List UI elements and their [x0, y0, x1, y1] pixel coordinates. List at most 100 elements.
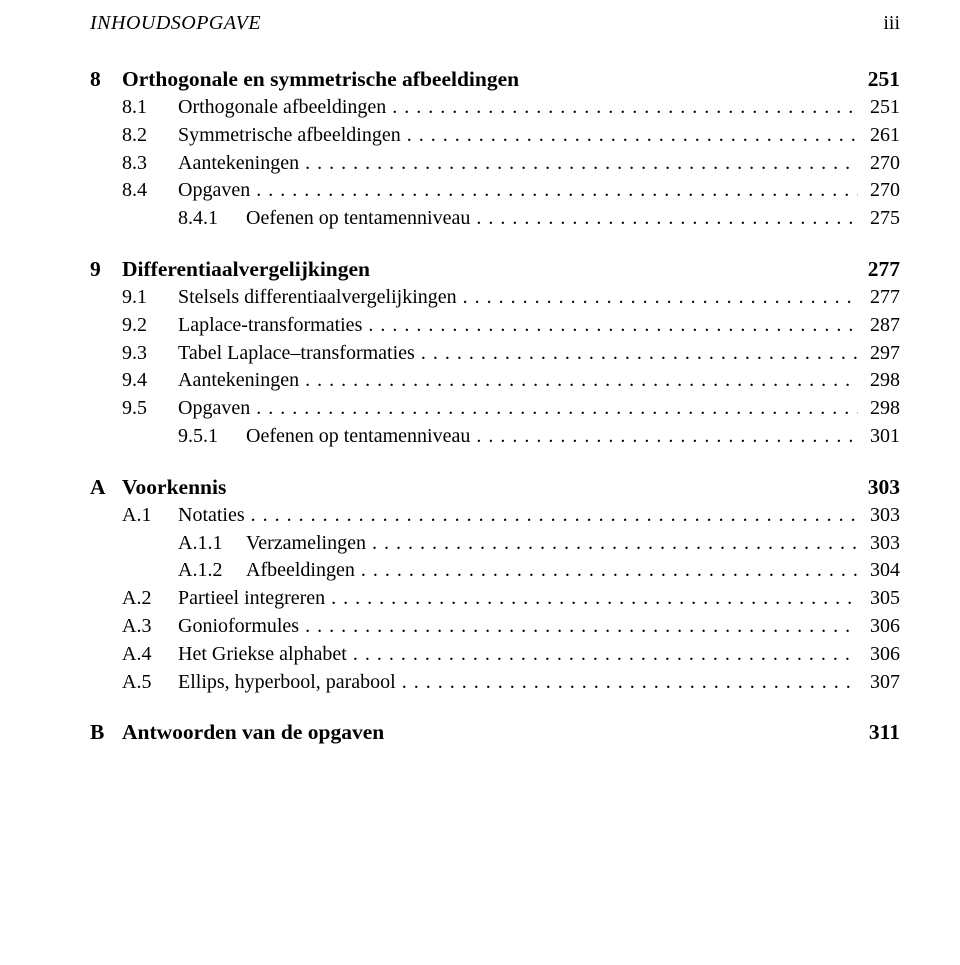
toc-leader-dots	[362, 312, 858, 340]
toc-entry-page: 301	[858, 423, 900, 451]
toc-entry-label: Afbeeldingen	[246, 557, 355, 585]
toc-section: A.2Partieel integreren305	[90, 585, 900, 613]
toc-entry-number: 9.1	[122, 284, 178, 312]
toc-entry-label: Aantekeningen	[178, 367, 299, 395]
toc-entry-page: 297	[858, 340, 900, 368]
toc-entry-label: Opgaven	[178, 395, 250, 423]
toc-entry-label: Symmetrische afbeeldingen	[178, 122, 401, 150]
toc-section: A.1Notaties 303	[90, 502, 900, 530]
toc-entry-page: 303	[858, 502, 900, 530]
toc-entry-number: A.3	[122, 613, 178, 641]
toc-page: INHOUDSOPGAVE iii 8Orthogonale en symmet…	[0, 0, 960, 767]
toc-entry-label: Opgaven	[178, 177, 250, 205]
toc-entry-label: Orthogonale afbeeldingen	[178, 94, 386, 122]
toc-leader-dots	[325, 585, 858, 613]
toc-chapter-label: Antwoorden van de opgaven	[122, 720, 384, 745]
toc-entry-number: 9.4	[122, 367, 178, 395]
toc-entry-number: A.2	[122, 585, 178, 613]
toc-leader-dots	[355, 557, 858, 585]
toc-entry-label: Notaties	[178, 502, 245, 530]
toc-chapter-left: AVoorkennis	[90, 475, 226, 500]
toc-section: 9.4Aantekeningen 298	[90, 367, 900, 395]
toc-entry-number: A.1.1	[178, 530, 246, 558]
toc-body: 8Orthogonale en symmetrische afbeeldinge…	[90, 67, 900, 745]
toc-leader-dots	[347, 641, 858, 669]
toc-entry-label: Verzamelingen	[246, 530, 366, 558]
toc-chapter: AVoorkennis 303	[90, 475, 900, 500]
toc-entry-page: 304	[858, 557, 900, 585]
toc-entry-page: 305	[858, 585, 900, 613]
toc-chapter: 8Orthogonale en symmetrische afbeeldinge…	[90, 67, 900, 92]
toc-entry-number: A.1.2	[178, 557, 246, 585]
toc-chapter-label: Orthogonale en symmetrische afbeeldingen	[122, 67, 519, 92]
toc-chapter-left: BAntwoorden van de opgaven	[90, 720, 384, 745]
toc-chapter-number: 8	[90, 67, 122, 92]
header-title: INHOUDSOPGAVE	[90, 12, 261, 35]
toc-entry-number: 9.3	[122, 340, 178, 368]
toc-entry-number: 8.2	[122, 122, 178, 150]
toc-leader-dots	[470, 423, 858, 451]
toc-subsection: 9.5.1Oefenen op tentamenniveau 301	[90, 423, 900, 451]
toc-entry-page: 298	[858, 395, 900, 423]
toc-entry-page: 251	[858, 94, 900, 122]
toc-entry-number: 8.4.1	[178, 205, 246, 233]
toc-entry-page: 287	[858, 312, 900, 340]
toc-chapter-page: 311	[858, 720, 900, 745]
toc-chapter-label: Differentiaalvergelijkingen	[122, 257, 370, 282]
toc-section: A.4Het Griekse alphabet306	[90, 641, 900, 669]
toc-leader-dots	[457, 284, 858, 312]
toc-entry-number: 9.5	[122, 395, 178, 423]
toc-section: 8.2Symmetrische afbeeldingen 261	[90, 122, 900, 150]
toc-leader-dots	[299, 367, 858, 395]
running-header: INHOUDSOPGAVE iii	[90, 12, 900, 35]
toc-leader-dots	[401, 122, 858, 150]
toc-entry-page: 306	[858, 641, 900, 669]
toc-entry-number: 8.1	[122, 94, 178, 122]
toc-section: A.3Gonioformules306	[90, 613, 900, 641]
toc-entry-label: Ellips, hyperbool, parabool	[178, 669, 396, 697]
toc-section: 9.2Laplace-transformaties287	[90, 312, 900, 340]
toc-leader-dots	[415, 340, 858, 368]
toc-entry-number: A.4	[122, 641, 178, 669]
toc-chapter-label: Voorkennis	[122, 475, 226, 500]
toc-entry-page: 275	[858, 205, 900, 233]
toc-entry-label: Gonioformules	[178, 613, 299, 641]
toc-chapter-page: 277	[858, 257, 900, 282]
toc-leader-dots	[470, 205, 858, 233]
toc-entry-page: 261	[858, 122, 900, 150]
toc-entry-page: 303	[858, 530, 900, 558]
toc-chapter-left: 8Orthogonale en symmetrische afbeeldinge…	[90, 67, 519, 92]
toc-entry-label: Oefenen op tentamenniveau	[246, 205, 470, 233]
toc-entry-page: 270	[858, 177, 900, 205]
toc-entry-page: 277	[858, 284, 900, 312]
toc-leader-dots	[250, 395, 858, 423]
toc-entry-page: 270	[858, 150, 900, 178]
toc-entry-number: 9.2	[122, 312, 178, 340]
toc-section: 9.5Opgaven 298	[90, 395, 900, 423]
toc-section: 9.3Tabel Laplace–transformaties297	[90, 340, 900, 368]
toc-leader-dots	[245, 502, 858, 530]
toc-entry-number: 9.5.1	[178, 423, 246, 451]
toc-entry-number: 8.4	[122, 177, 178, 205]
toc-leader-dots	[366, 530, 858, 558]
toc-entry-number: A.5	[122, 669, 178, 697]
toc-section: A.5Ellips, hyperbool, parabool307	[90, 669, 900, 697]
toc-entry-number: A.1	[122, 502, 178, 530]
toc-leader-dots	[299, 613, 858, 641]
toc-subsection: 8.4.1Oefenen op tentamenniveau 275	[90, 205, 900, 233]
toc-entry-page: 298	[858, 367, 900, 395]
toc-subsection: A.1.2Afbeeldingen 304	[90, 557, 900, 585]
toc-section: 8.3Aantekeningen 270	[90, 150, 900, 178]
toc-entry-label: Aantekeningen	[178, 150, 299, 178]
toc-chapter: BAntwoorden van de opgaven 311	[90, 720, 900, 745]
toc-entry-label: Oefenen op tentamenniveau	[246, 423, 470, 451]
toc-subsection: A.1.1Verzamelingen 303	[90, 530, 900, 558]
toc-entry-number: 8.3	[122, 150, 178, 178]
toc-chapter-left: 9Differentiaalvergelijkingen	[90, 257, 370, 282]
toc-chapter-page: 251	[858, 67, 900, 92]
toc-section: 9.1Stelsels differentiaalvergelijkingen 2…	[90, 284, 900, 312]
toc-chapter-page: 303	[858, 475, 900, 500]
header-page-roman: iii	[883, 12, 900, 35]
toc-entry-label: Stelsels differentiaalvergelijkingen	[178, 284, 457, 312]
toc-leader-dots	[250, 177, 858, 205]
